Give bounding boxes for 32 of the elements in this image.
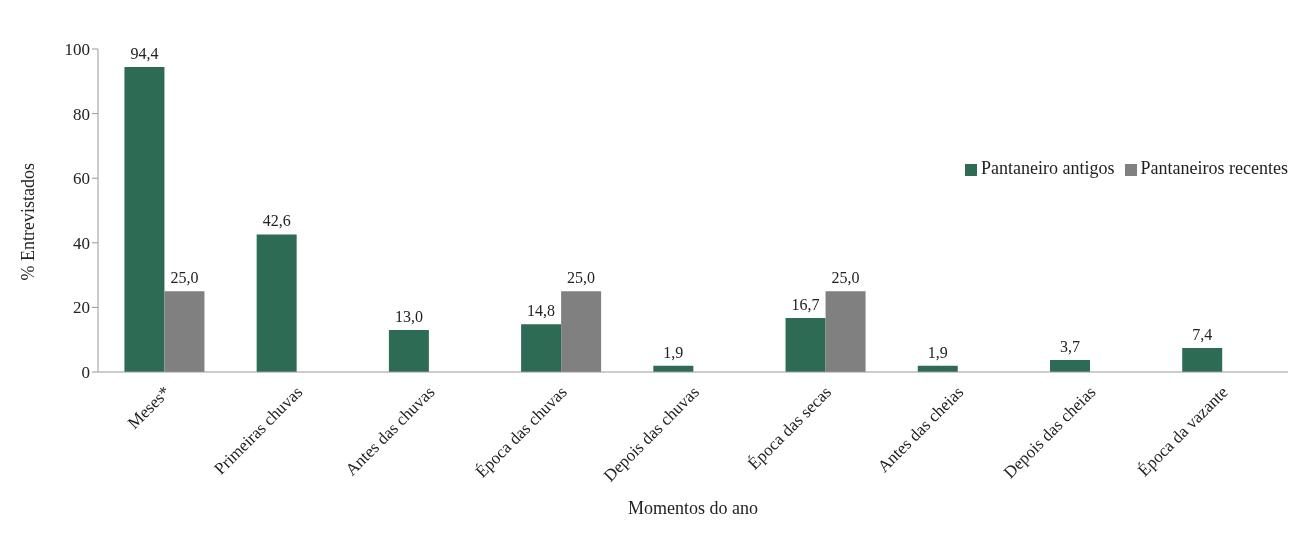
- data-label: 42,6: [262, 212, 291, 230]
- data-label: 1,9: [663, 343, 684, 361]
- y-axis-title: % Entrevistados: [18, 163, 39, 281]
- x-axis-title: Momentos do ano: [628, 498, 758, 518]
- data-label: 14,8: [527, 302, 556, 320]
- data-label: 25,0: [567, 269, 596, 287]
- y-tick-label: 100: [64, 40, 90, 60]
- data-label: 94,4: [130, 45, 159, 63]
- data-label: 13,0: [394, 308, 423, 326]
- y-tick-label: 20: [73, 298, 90, 318]
- bar: [521, 324, 562, 372]
- bar: [124, 67, 165, 372]
- y-tick-label: 40: [73, 233, 90, 253]
- bar: [825, 291, 866, 372]
- data-label: 3,7: [1060, 338, 1080, 356]
- bar: [256, 234, 297, 372]
- bar: [1050, 360, 1090, 372]
- data-label: 25,0: [831, 269, 860, 287]
- y-tick-label: 0: [81, 363, 90, 383]
- data-label: 25,0: [170, 269, 199, 287]
- data-label: 1,9: [927, 343, 948, 361]
- bar: [785, 318, 826, 372]
- bar: [388, 330, 429, 372]
- y-tick-label: 80: [73, 104, 90, 124]
- bar: [1182, 348, 1223, 372]
- legend-label: Pantaneiro antigos: [981, 158, 1115, 178]
- bar: [561, 291, 602, 372]
- legend-label: Pantaneiros recentes: [1140, 158, 1288, 178]
- bar: [164, 291, 205, 372]
- y-tick-label: 60: [73, 169, 90, 189]
- data-label: 7,4: [1192, 326, 1213, 344]
- data-label: 16,7: [791, 296, 820, 314]
